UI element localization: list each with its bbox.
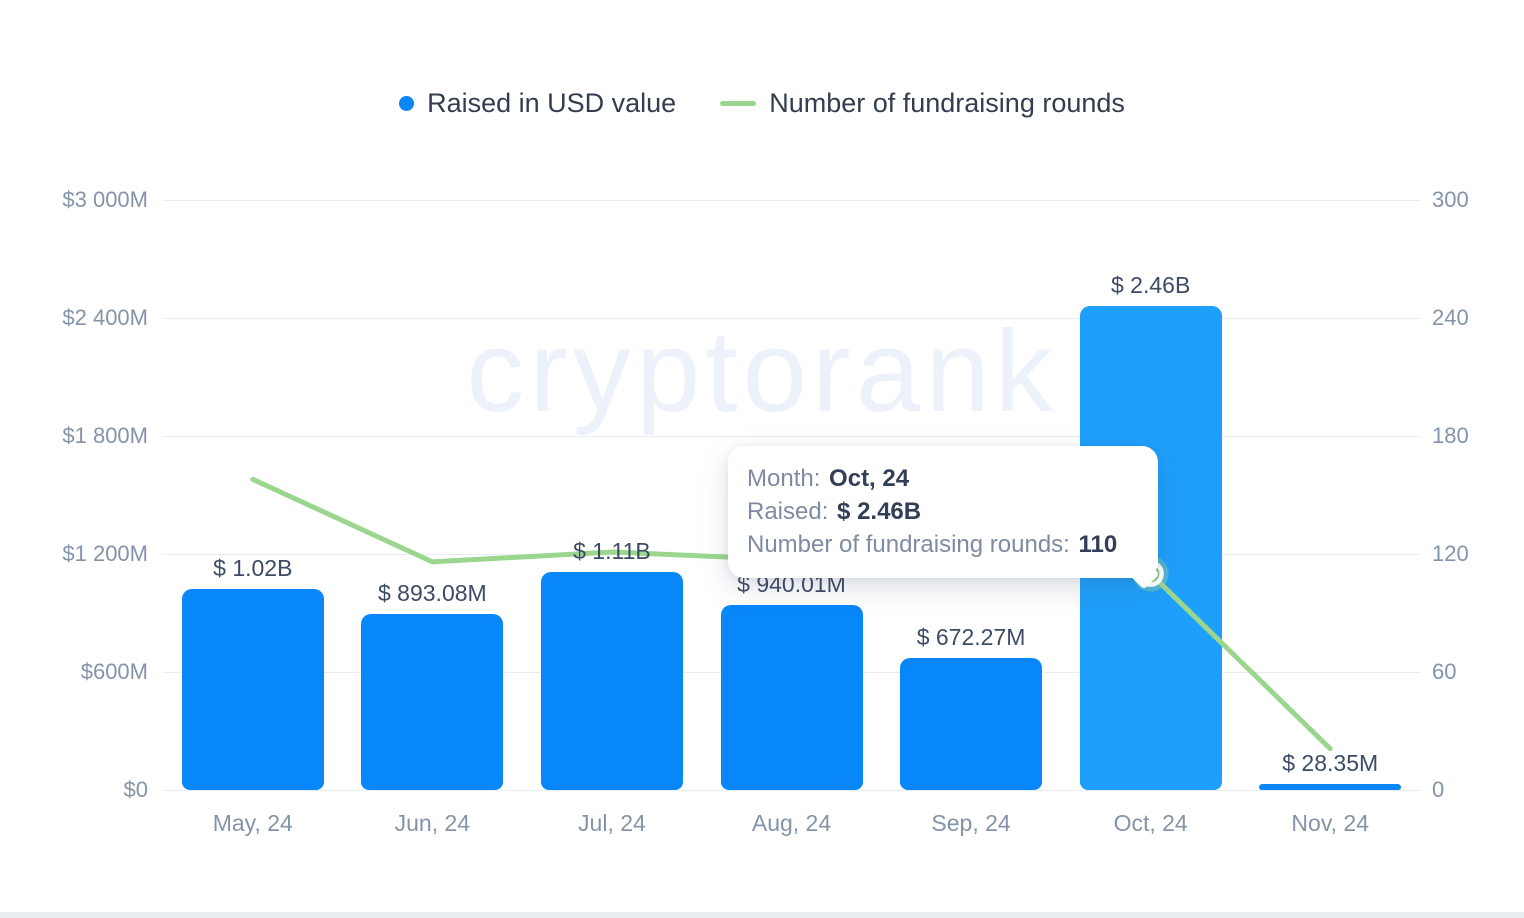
bar-nov-24[interactable] [1259, 784, 1402, 790]
x-axis-tick-jun-24: Jun, 24 [394, 810, 471, 836]
bar-aug-24[interactable] [720, 605, 863, 790]
gridline [163, 436, 1420, 437]
right-axis-tick: 0 [1432, 777, 1445, 802]
tooltip-month-label: Month: [747, 465, 821, 492]
bar-value-label-may-24: $ 1.02B [213, 555, 293, 582]
tooltip-rounds-value: 110 [1078, 531, 1118, 558]
tooltip-raised-label: Raised: [747, 498, 829, 525]
bar-value-label-jun-24: $ 893.08M [377, 580, 487, 607]
right-axis-tick: 60 [1432, 659, 1457, 684]
left-axis-tick: $3 000M [62, 187, 148, 212]
legend-label-raised-usd: Raised in USD value [427, 88, 677, 118]
bar-value-label-jul-24: $ 1.11B [573, 537, 651, 564]
bar-value-label-sep-24: $ 672.27M [916, 623, 1026, 650]
x-axis-tick-sep-24: Sep, 24 [931, 810, 1011, 836]
x-axis-tick-jul-24: Jul, 24 [578, 810, 646, 836]
x-axis-tick-may-24: May, 24 [212, 810, 293, 836]
right-axis-tick: 240 [1432, 305, 1469, 330]
tooltip-raised-value: $ 2.46B [837, 498, 922, 525]
bar-jun-24[interactable] [361, 614, 504, 790]
x-axis-tick-aug-24: Aug, 24 [751, 810, 832, 836]
bar-sep-24[interactable] [900, 657, 1043, 790]
bar-jul-24[interactable] [540, 571, 683, 790]
legend-dash-icon [720, 101, 757, 106]
legend-dot-icon [399, 96, 415, 111]
left-axis-tick: $600M [80, 659, 148, 684]
left-axis-tick: $1 200M [62, 541, 148, 566]
footer-divider [0, 912, 1524, 918]
bar-value-label-oct-24: $ 2.46B [1110, 272, 1191, 299]
gridline [163, 200, 1420, 201]
gridline [163, 318, 1420, 319]
bar-value-label-nov-24: $ 28.35M [1282, 750, 1379, 777]
x-axis-tick-nov-24: Nov, 24 [1291, 810, 1369, 836]
left-axis-tick: $1 800M [62, 423, 148, 448]
tooltip-row-rounds: Number of fundraising rounds: 110 [747, 528, 1158, 561]
left-axis-tick: $2 400M [62, 305, 148, 330]
gridline [163, 790, 1420, 791]
left-axis-tick: $0 [123, 777, 148, 802]
bar-may-24[interactable] [181, 589, 324, 790]
legend-item-raised-usd[interactable]: Raised in USD value [399, 88, 676, 119]
x-axis-tick-oct-24: Oct, 24 [1113, 810, 1188, 836]
tooltip: Month: Oct, 24 Raised: $ 2.46B Number of… [728, 446, 1158, 578]
right-axis-tick: 300 [1432, 187, 1469, 212]
legend: Raised in USD value Number of fundraisin… [0, 88, 1524, 119]
tooltip-row-raised: Raised: $ 2.46B [747, 495, 1158, 528]
legend-item-fundraising-rounds[interactable]: Number of fundraising rounds [720, 88, 1125, 119]
tooltip-month-value: Oct, 24 [829, 465, 910, 492]
watermark: cryptorank [466, 306, 1058, 436]
tooltip-row-month: Month: Oct, 24 [747, 462, 1158, 495]
tooltip-rounds-label: Number of fundraising rounds: [747, 531, 1070, 558]
right-axis-tick: 180 [1432, 423, 1469, 448]
right-axis-tick: 120 [1432, 541, 1469, 566]
legend-label-fundraising-rounds: Number of fundraising rounds [769, 88, 1125, 118]
